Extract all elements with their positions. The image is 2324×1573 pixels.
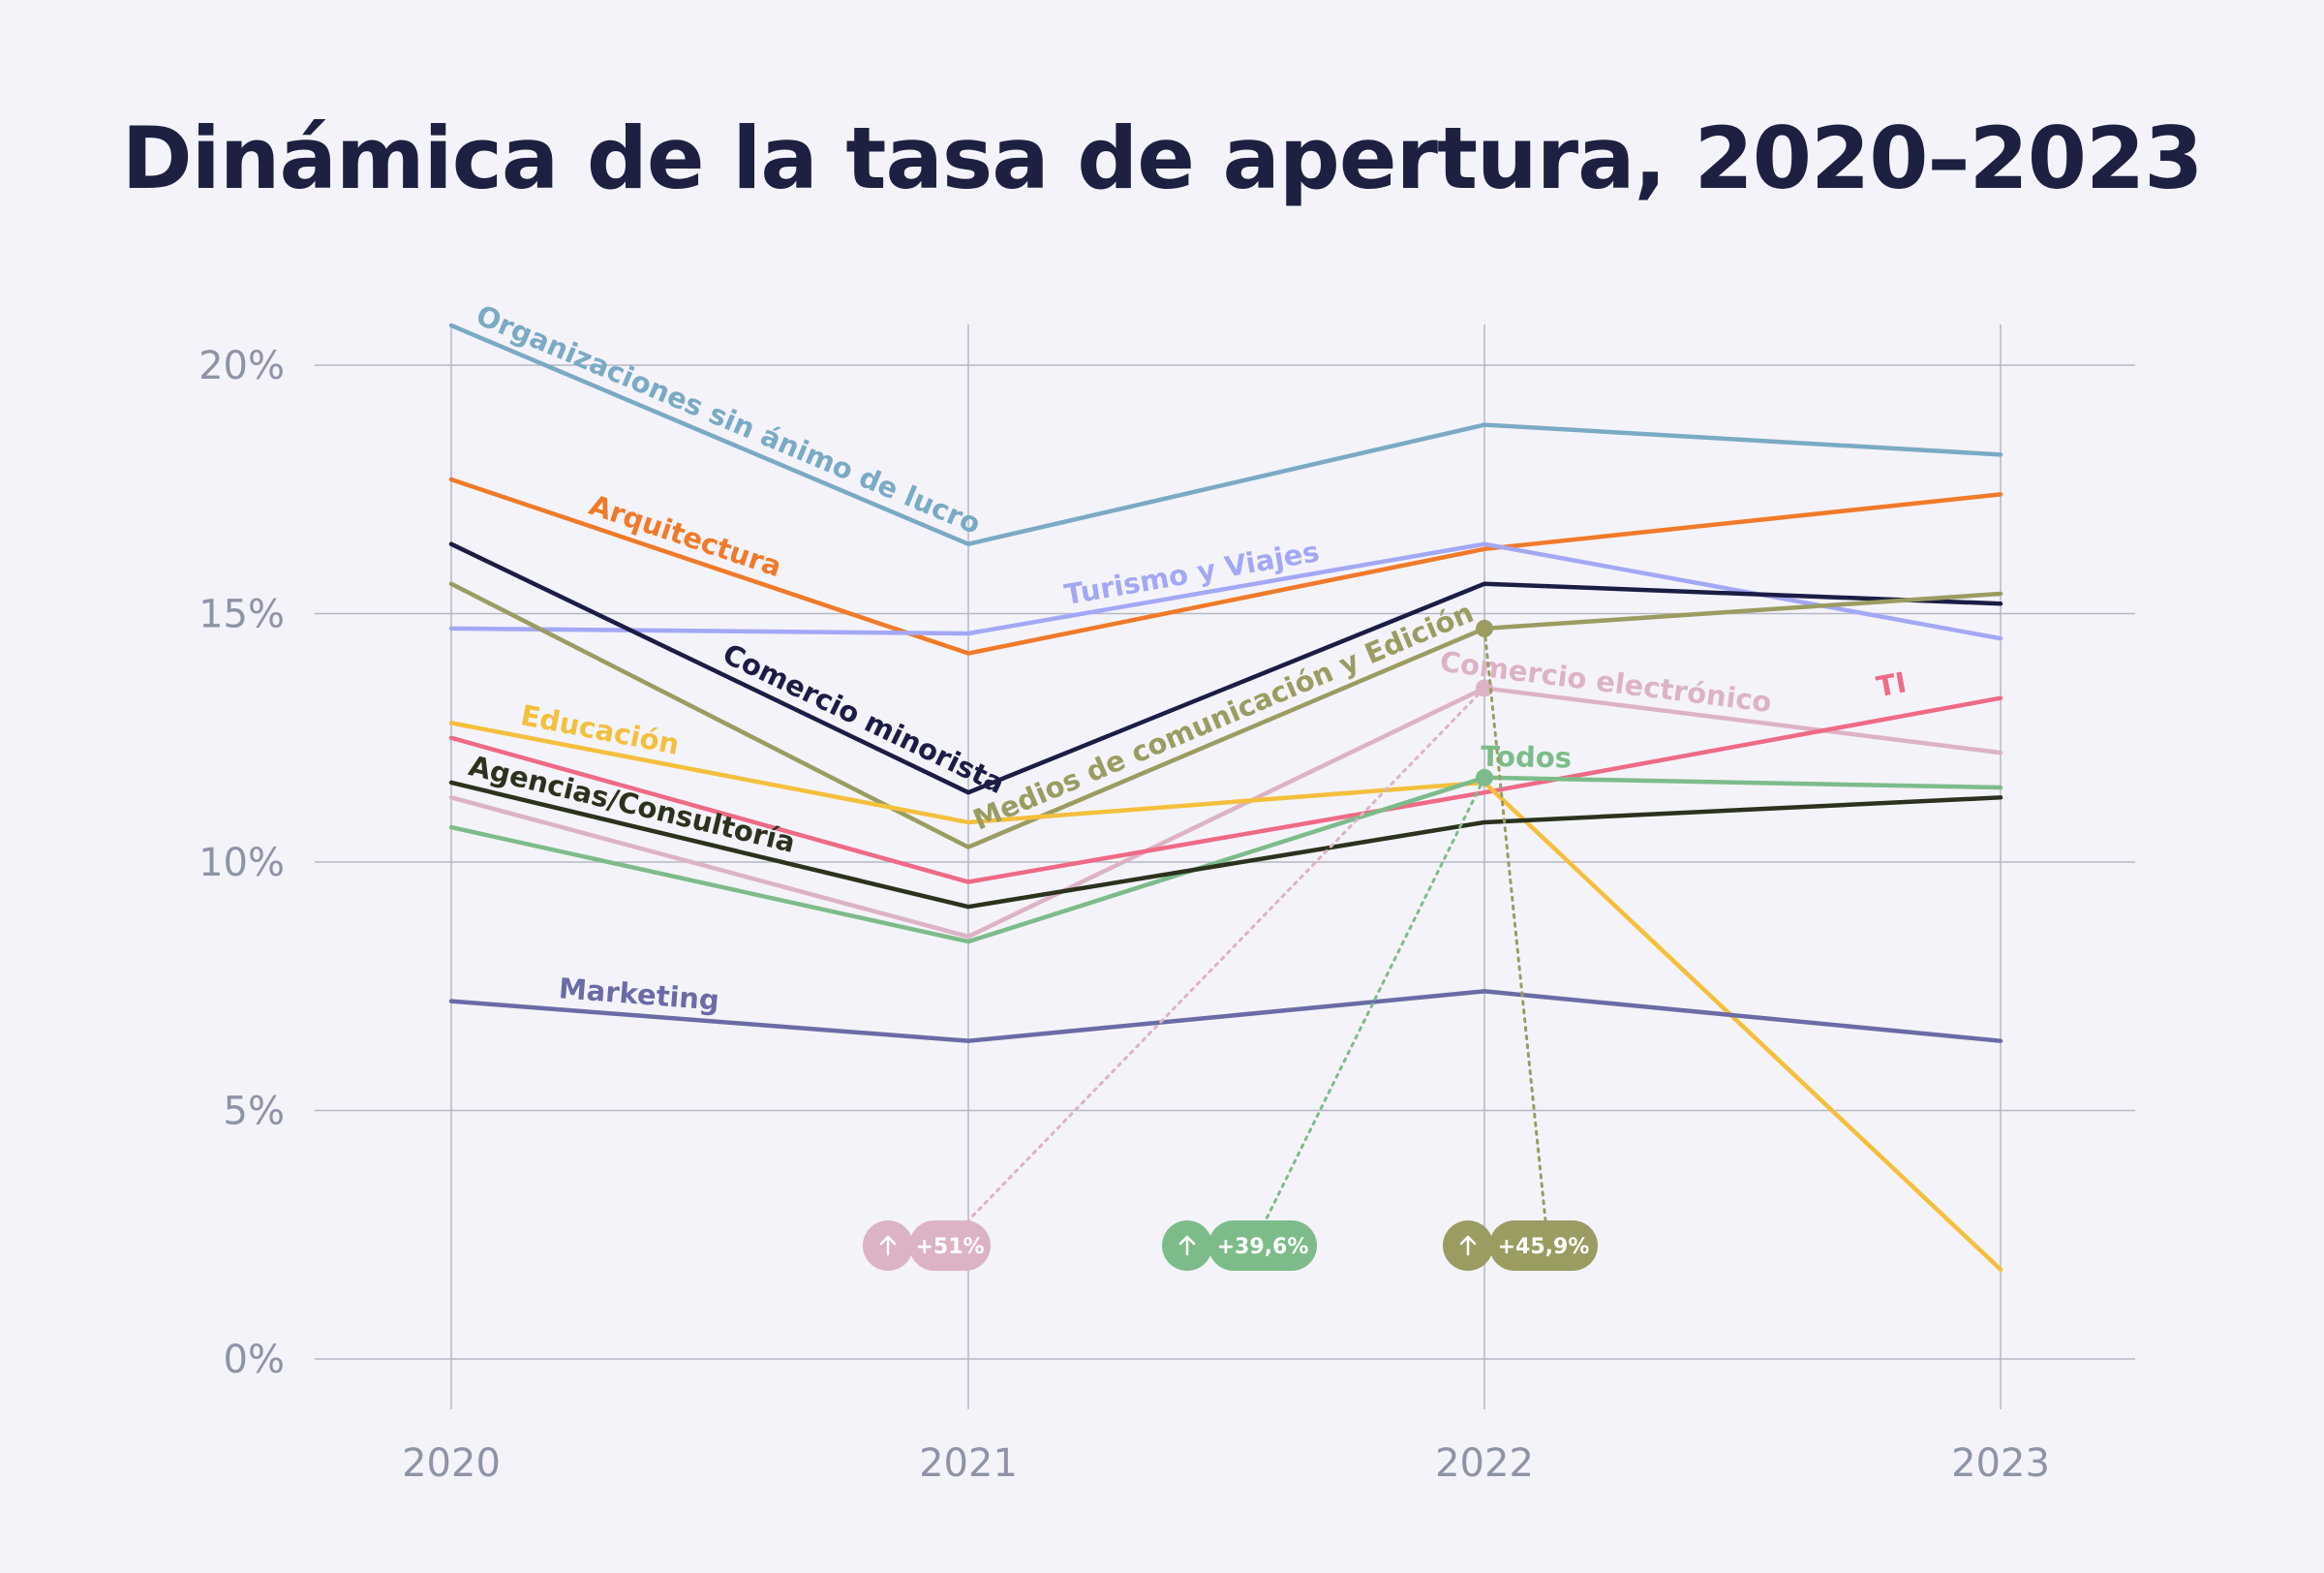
x-tick-label: 2023 (1951, 1441, 2050, 1486)
change-badge-1: +51% (863, 679, 1493, 1271)
badge-label: +39,6% (1217, 1235, 1309, 1259)
badge-label: +45,9% (1498, 1235, 1590, 1259)
series-label-turismo-y-viajes: Turismo y Viajes (1062, 535, 1322, 611)
series-line-comercio-electronico (448, 686, 2003, 940)
up-arrow-glyph (1459, 1235, 1477, 1256)
series-line-organizaciones-sin-animo-de-lucro (448, 323, 2003, 546)
series-label-organizaciones-sin-animo-de-lucro: Organizaciones sin ánimo de lucro (472, 298, 986, 540)
annotation-point (1476, 768, 1493, 786)
series-line-agencias-consultoria (448, 780, 2003, 910)
leader-line (1483, 627, 1547, 1222)
series-line-medios-de-comunicacion-y-edicion (448, 581, 2003, 849)
chart-title: Dinámica de la tasa de apertura, 2020–20… (121, 108, 2204, 208)
y-tick-label: 15% (199, 593, 285, 637)
change-badge-3: +45,9% (1443, 619, 1598, 1271)
leader-line (966, 686, 1486, 1222)
x-tick-label: 2021 (919, 1441, 1018, 1486)
y-tick-label: 5% (224, 1090, 285, 1134)
series-line-marketing (448, 989, 2003, 1043)
y-tick-label: 10% (199, 841, 285, 885)
badge-pill (909, 1220, 991, 1271)
series-line-turismo-y-viajes (448, 541, 2003, 641)
leader-line (1264, 776, 1486, 1222)
series-label-medios-de-comunicacion-y-edicion: Medios de comunicación y Edición (968, 596, 1478, 837)
badge-label: +51% (915, 1235, 984, 1259)
series-label-comercio-minorista: Comercio minorista (718, 637, 1010, 800)
series-label-ti: TI (1874, 665, 1909, 703)
y-tick-label: 0% (224, 1338, 285, 1382)
series-line-ti (448, 695, 2003, 884)
series-line-educacion (448, 721, 2003, 1272)
x-tick-label: 2022 (1435, 1441, 1534, 1486)
badge-pill (1489, 1220, 1598, 1271)
x-tick-label: 2020 (402, 1441, 501, 1486)
change-badge-2: +39,6% (1162, 768, 1493, 1271)
up-arrow-glyph (879, 1235, 897, 1256)
series-line-arquitectura (448, 477, 2003, 656)
annotation-point (1476, 619, 1493, 637)
series-line-comercio-minorista (448, 541, 2003, 795)
up-arrow-glyph (1178, 1235, 1196, 1256)
y-tick-label: 20% (199, 344, 285, 388)
series-label-todos: Todos (1481, 740, 1572, 775)
series-line-todos (448, 775, 2003, 944)
badge-pill (1208, 1220, 1317, 1271)
